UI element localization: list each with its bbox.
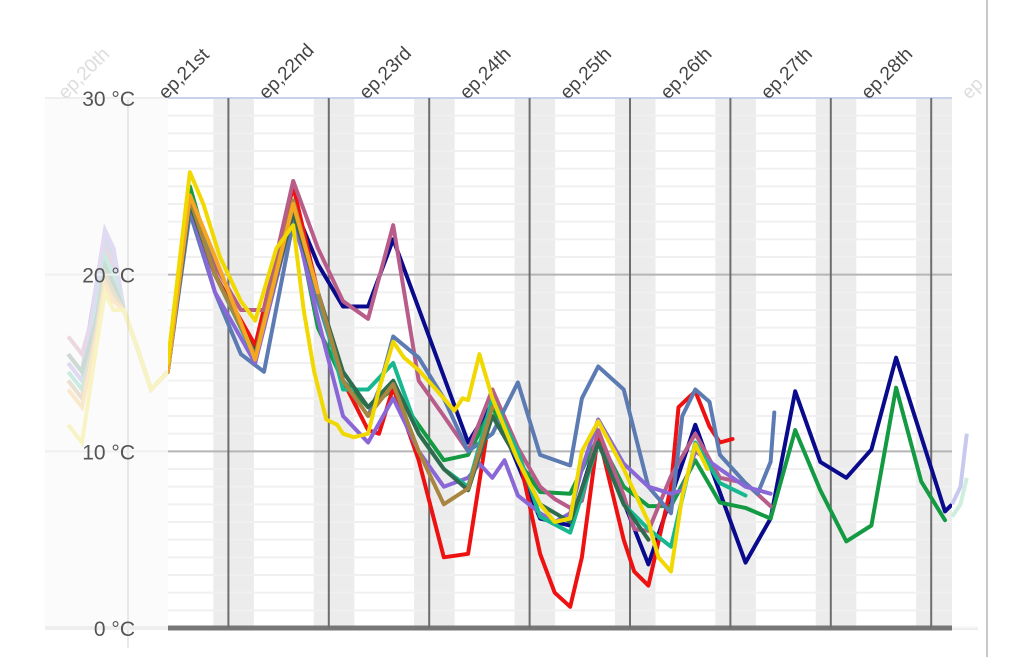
ghost-line xyxy=(950,477,969,518)
y-tick-label: 30 °C xyxy=(82,88,135,111)
ghost-line xyxy=(66,223,170,394)
x-tick-label: ep,26th xyxy=(657,44,717,104)
series-line-brown xyxy=(168,196,495,507)
ghost-line xyxy=(66,268,170,403)
faded-right-region xyxy=(950,98,978,628)
ghost-line xyxy=(66,276,170,412)
ghost-line xyxy=(66,223,170,394)
ghost-line xyxy=(66,268,170,403)
x-tick-label: ep,23rd xyxy=(355,43,415,103)
series-line-orange xyxy=(168,193,320,374)
ghost-line xyxy=(66,259,170,394)
ghost-line xyxy=(950,433,969,506)
ghost-line xyxy=(66,285,170,448)
faded-plot-area xyxy=(45,98,168,628)
x-tick-label: ep,28th xyxy=(857,44,917,104)
faded-previous-day-lines xyxy=(66,223,170,448)
x-tick-label: ep,24th xyxy=(456,44,516,104)
faded-plot-area xyxy=(952,98,978,628)
day-divider-lines xyxy=(227,98,933,628)
faded-left-region xyxy=(45,98,170,648)
y-tick-label: 0 °C xyxy=(94,618,135,641)
series-line-purple xyxy=(168,202,773,524)
y-tick-label: 20 °C xyxy=(82,265,135,288)
x-axis-labels: ep,20th ep,21st ep,22nd ep,23rd ep,24th ep,25… xyxy=(54,40,987,103)
ghost-line xyxy=(66,232,170,394)
series-lines xyxy=(168,170,952,609)
ghost-line xyxy=(66,241,170,394)
y-tick-label: 10 °C xyxy=(82,441,135,464)
series-line-yellow xyxy=(168,170,710,574)
x-tick-label: ep,21st xyxy=(155,44,214,103)
x-tick-label: ep,27th xyxy=(757,44,817,104)
x-tick-label: ep,25th xyxy=(556,44,616,104)
x-tick-label: ep,22nd xyxy=(255,40,318,103)
y-axis-labels: 0 °C 10 °C 20 °C 30 °C xyxy=(82,88,135,641)
series-line-steelblue xyxy=(168,210,777,516)
